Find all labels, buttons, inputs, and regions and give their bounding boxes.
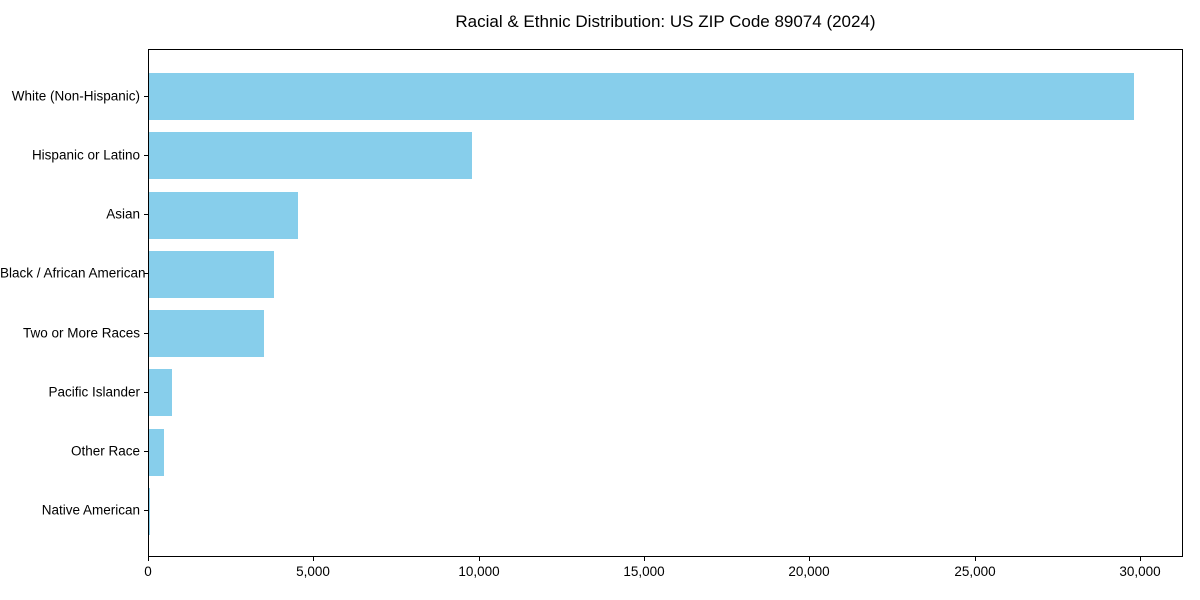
bar: [149, 310, 264, 357]
bar: [149, 73, 1134, 120]
y-axis-category-label: Native American: [41, 502, 140, 518]
bar: [149, 251, 274, 298]
x-axis-tick-label: 5,000: [296, 564, 330, 579]
x-axis-tick: [148, 557, 149, 561]
y-axis-tick: [144, 392, 148, 393]
y-axis-category-label: Two or More Races: [22, 325, 140, 341]
y-axis-tick: [144, 155, 148, 156]
y-axis-tick: [144, 214, 148, 215]
x-axis-tick-label: 20,000: [788, 564, 830, 579]
x-axis-tick: [644, 557, 645, 561]
x-axis-tick: [809, 557, 810, 561]
bar: [149, 429, 164, 476]
x-axis-tick-label: 30,000: [1119, 564, 1161, 579]
x-axis-tick: [313, 557, 314, 561]
y-axis-tick: [144, 96, 148, 97]
x-axis-tick: [479, 557, 480, 561]
x-axis-tick: [1140, 557, 1141, 561]
y-axis-category-label: Asian: [106, 206, 140, 222]
y-axis-tick: [144, 510, 148, 511]
y-axis-tick: [144, 333, 148, 334]
bar: [149, 488, 150, 535]
y-axis-category-label: Other Race: [70, 443, 140, 459]
y-axis-category-label: Pacific Islander: [48, 384, 140, 400]
x-axis-tick-label: 10,000: [458, 564, 500, 579]
bar: [149, 369, 172, 416]
y-axis-category-label: Black / African American: [0, 265, 146, 281]
x-axis-tick-label: 15,000: [623, 564, 665, 579]
x-axis-tick-label: 0: [144, 564, 152, 579]
x-axis-tick-label: 25,000: [954, 564, 996, 579]
x-axis-tick: [975, 557, 976, 561]
y-axis-tick: [144, 451, 148, 452]
bar: [149, 132, 472, 179]
y-axis-tick: [144, 273, 148, 274]
y-axis-category-label: White (Non-Hispanic): [11, 88, 140, 104]
y-axis-category-label: Hispanic or Latino: [31, 147, 140, 163]
bar: [149, 192, 298, 239]
chart-title: Racial & Ethnic Distribution: US ZIP Cod…: [455, 12, 876, 31]
plot-area: [148, 49, 1183, 557]
